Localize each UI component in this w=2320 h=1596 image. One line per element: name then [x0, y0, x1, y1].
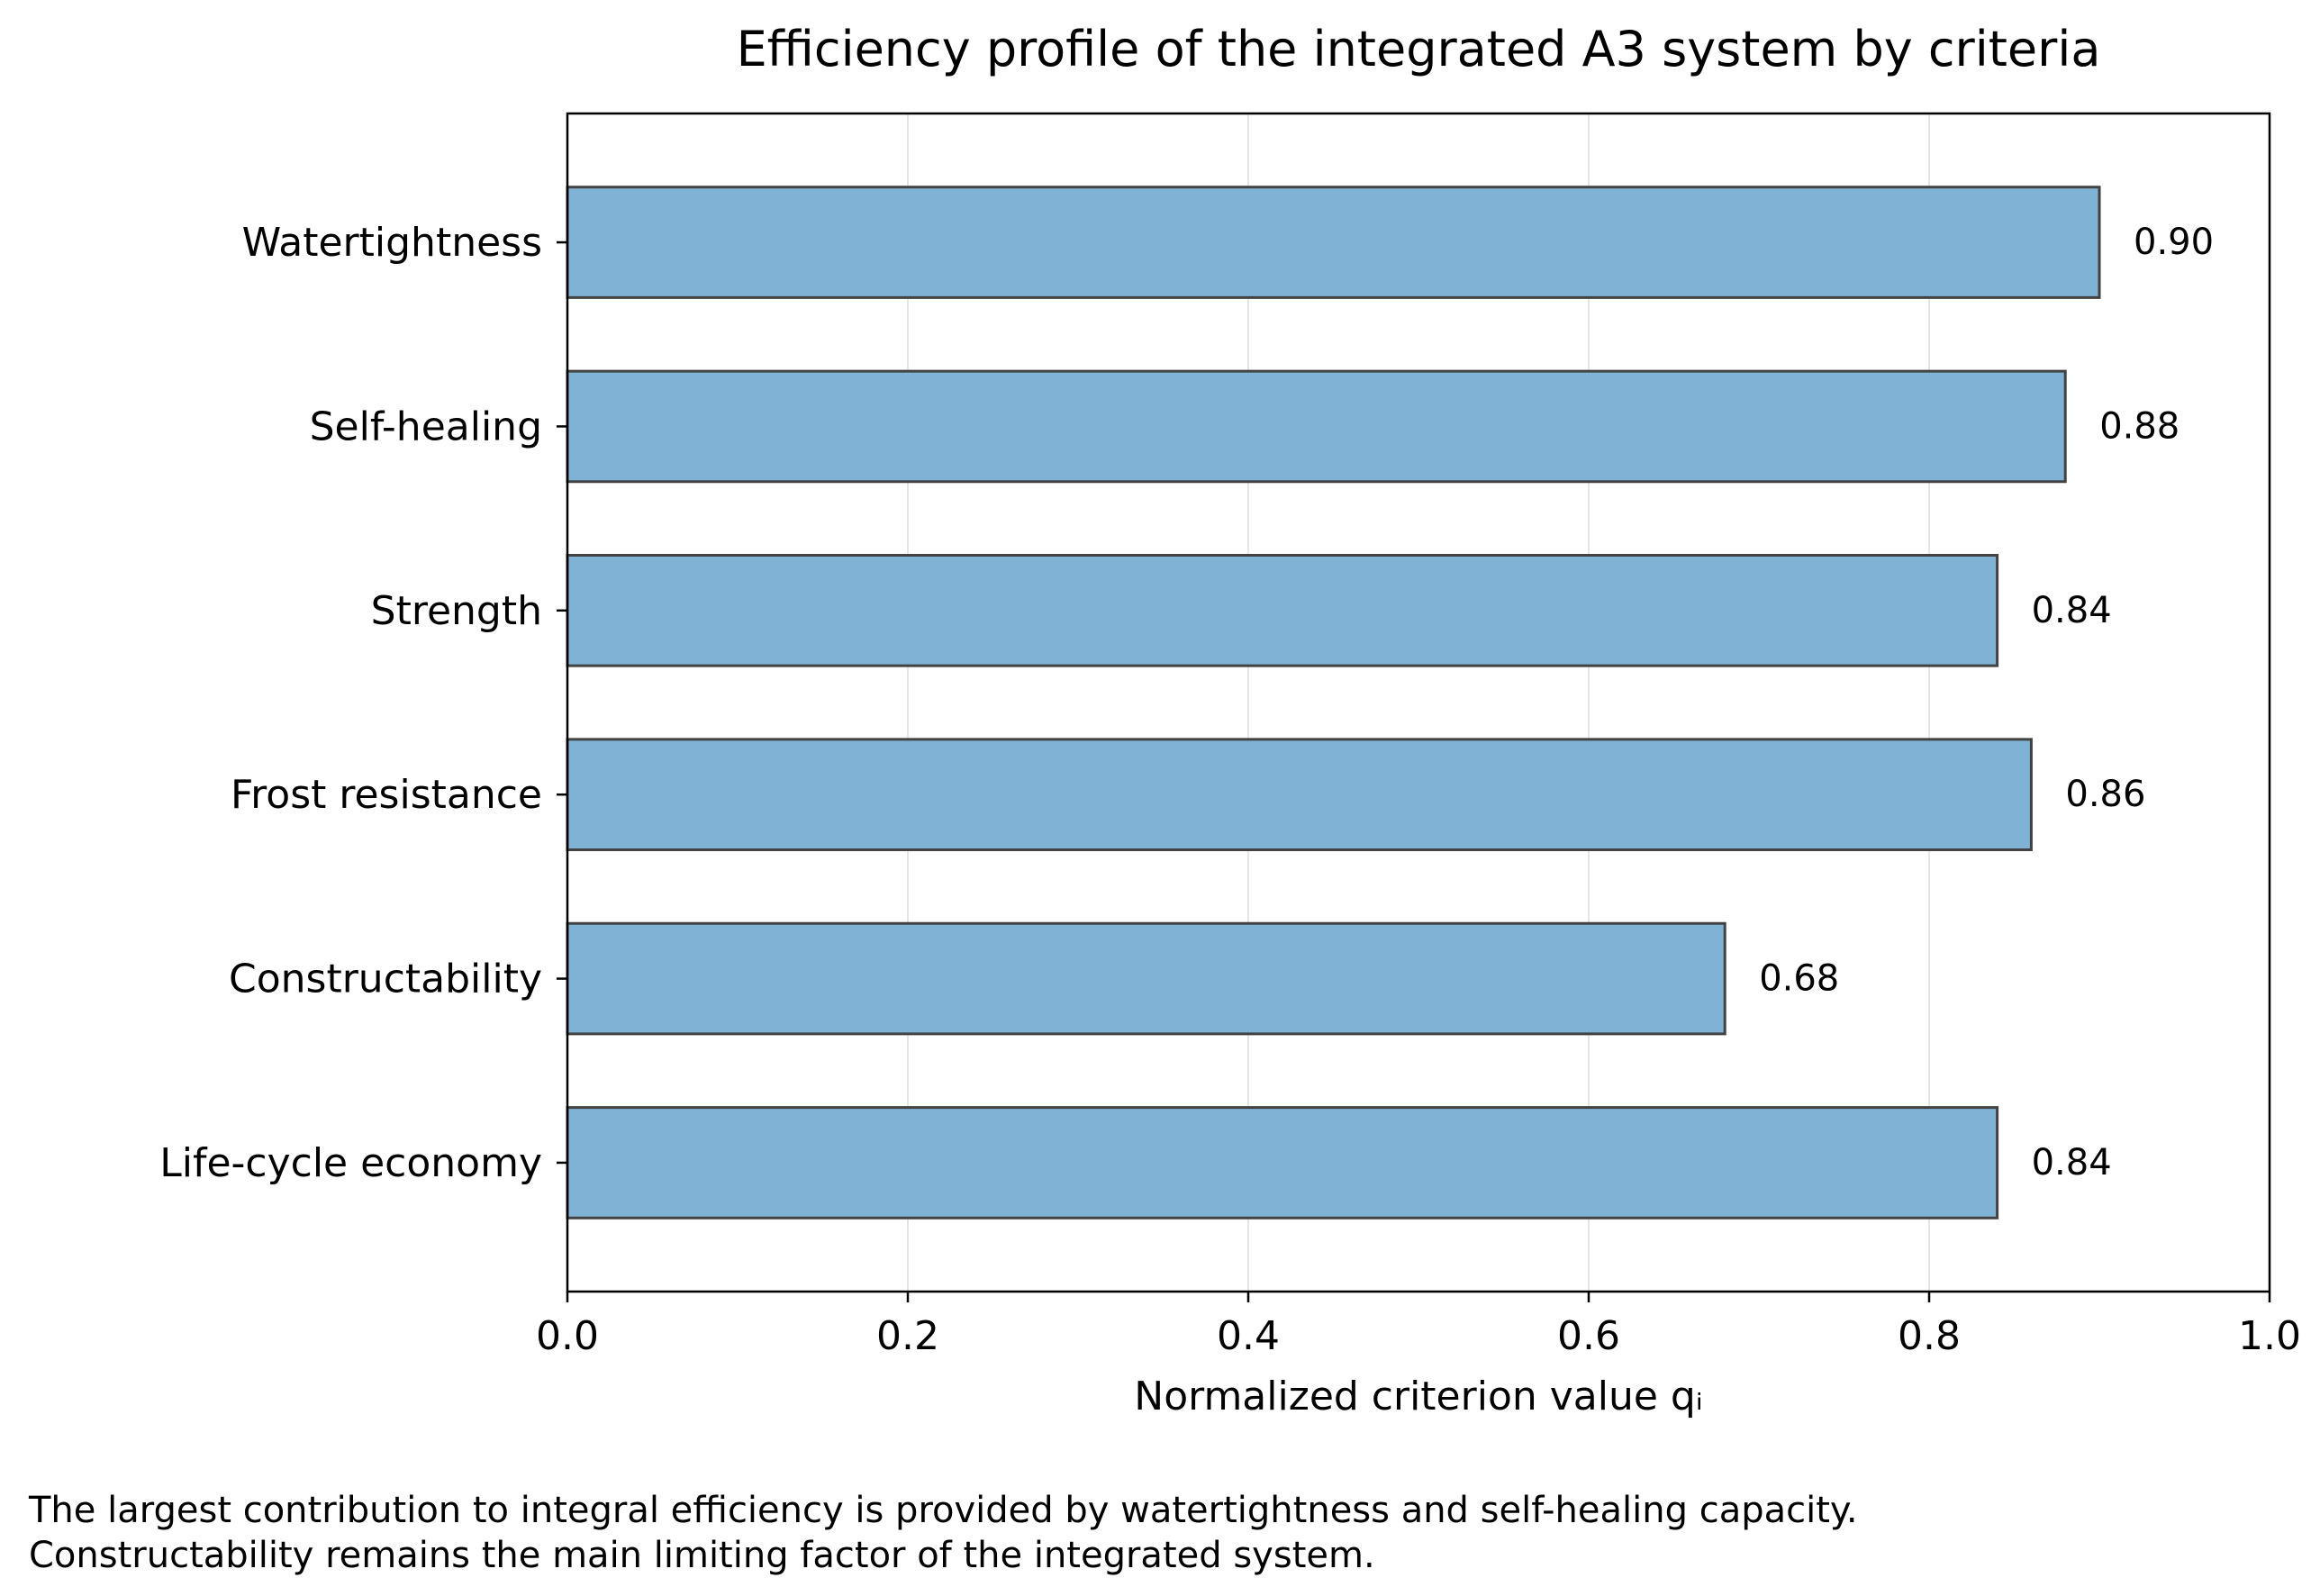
bar: [566, 1106, 1999, 1220]
caption-line-2: Constructability remains the main limiti…: [29, 1535, 1375, 1576]
chart-caption: The largest contribution to integral eff…: [29, 1488, 2280, 1578]
bar-value-label: 0.88: [2099, 405, 2180, 447]
chart-title: Efficiency profile of the integrated A3 …: [737, 21, 2101, 77]
bar-value-label: 0.68: [1759, 958, 1839, 1000]
x-tick-label: 0.0: [536, 1313, 599, 1359]
bar: [566, 921, 1726, 1036]
x-axis-label: Normalized criterion value qᵢ: [1134, 1374, 1702, 1419]
y-tick-label: Constructability: [229, 957, 542, 1002]
plot-frame: [566, 112, 2271, 1293]
data-labels: 0.90 0.88 0.84 0.86 0.68 0.84: [1759, 222, 2214, 1183]
bar: [566, 554, 1999, 667]
x-tick-label: 1.0: [2238, 1313, 2301, 1359]
x-tick-label: 0.2: [876, 1313, 939, 1359]
bars: [566, 186, 2101, 1220]
y-tick-label: Watertightness: [242, 220, 542, 266]
bar: [566, 369, 2067, 484]
bar-value-label: 0.84: [2032, 1142, 2112, 1183]
x-tick-label: 0.8: [1898, 1313, 1961, 1359]
x-tick-label: 0.6: [1557, 1313, 1620, 1359]
y-axis-ticks: Watertightness Self-healing Strength Frost …: [159, 220, 567, 1186]
y-tick-label: Self-healing: [310, 404, 542, 449]
bar-value-label: 0.84: [2032, 590, 2112, 631]
caption-line-1: The largest contribution to integral eff…: [29, 1490, 1858, 1531]
grid-lines: [907, 113, 1930, 1292]
x-tick-label: 0.4: [1217, 1313, 1280, 1359]
bar-value-label: 0.90: [2134, 222, 2214, 263]
y-tick-label: Frost resistance: [231, 772, 542, 818]
x-axis-ticks: 0.0 0.2 0.4 0.6 0.8 1.0: [536, 1292, 2301, 1359]
bar: [566, 738, 2033, 851]
bar: [566, 186, 2101, 299]
y-tick-label: Life-cycle economy: [159, 1140, 542, 1186]
bar-value-label: 0.86: [2065, 774, 2145, 815]
y-tick-label: Strength: [371, 588, 542, 634]
